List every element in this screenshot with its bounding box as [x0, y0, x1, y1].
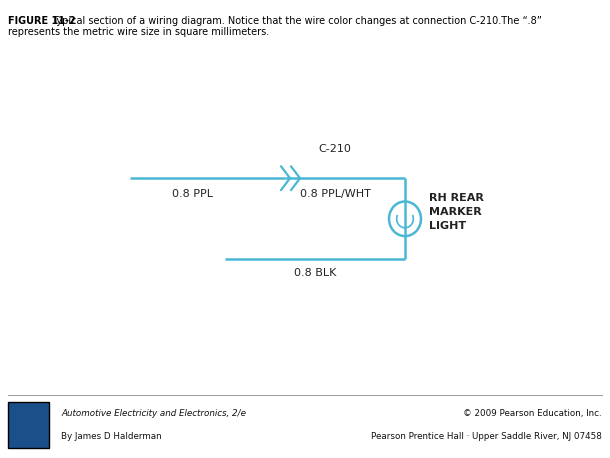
- Text: represents the metric wire size in square millimeters.: represents the metric wire size in squar…: [8, 27, 269, 38]
- Text: © 2009 Pearson Education, Inc.: © 2009 Pearson Education, Inc.: [464, 409, 602, 418]
- Text: FIGURE 11-2: FIGURE 11-2: [8, 16, 79, 26]
- Text: Typical section of a wiring diagram. Notice that the wire color changes at conne: Typical section of a wiring diagram. Not…: [52, 16, 542, 26]
- Text: RH REAR
MARKER
LIGHT: RH REAR MARKER LIGHT: [429, 193, 484, 231]
- Text: Automotive Electricity and Electronics, 2/e: Automotive Electricity and Electronics, …: [61, 409, 246, 418]
- Text: Pearson Prentice Hall · Upper Saddle River, NJ 07458: Pearson Prentice Hall · Upper Saddle Riv…: [371, 431, 602, 441]
- Text: C-210: C-210: [318, 144, 351, 154]
- Text: By James D Halderman: By James D Halderman: [61, 431, 162, 441]
- Text: Education: Education: [12, 431, 45, 437]
- Text: 0.8 PPL/WHT: 0.8 PPL/WHT: [300, 189, 370, 199]
- Text: 0.8 PPL: 0.8 PPL: [172, 189, 213, 199]
- Text: PEARSON: PEARSON: [9, 413, 48, 419]
- Text: 0.8 BLK: 0.8 BLK: [294, 268, 336, 278]
